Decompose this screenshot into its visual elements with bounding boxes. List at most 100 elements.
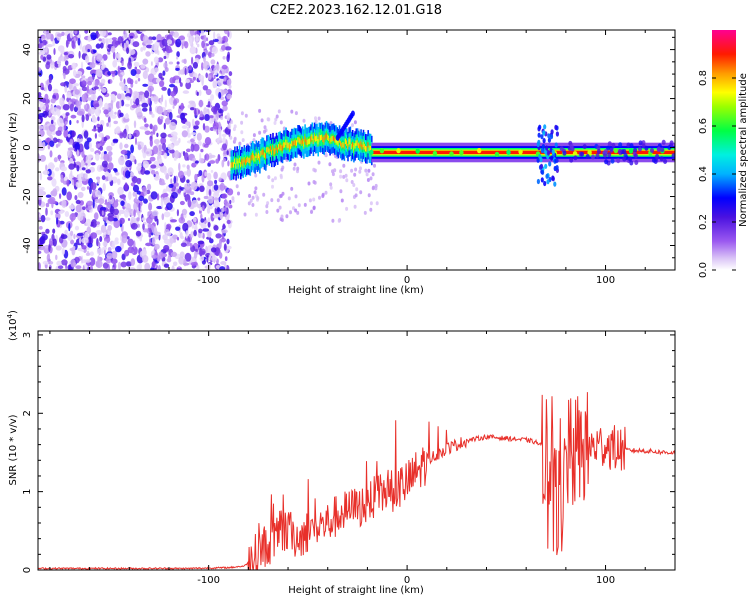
heatmap-cell xyxy=(112,51,116,60)
heatmap-cell xyxy=(369,176,373,181)
heatmap-cell xyxy=(76,137,84,143)
heatmap-cell xyxy=(61,199,67,208)
heatmap-cell xyxy=(48,260,54,265)
heatmap-cell xyxy=(158,158,163,165)
heatmap-cell xyxy=(172,105,175,109)
heatmap-cell xyxy=(350,110,355,117)
heatmap-cell xyxy=(339,174,343,179)
heatmap-cell xyxy=(47,83,53,92)
heatmap-cell xyxy=(160,116,164,120)
heatmap-cell xyxy=(124,249,130,257)
heatmap-cell xyxy=(281,145,284,152)
heatmap-cell xyxy=(173,261,178,267)
heatmap-cell xyxy=(163,170,167,175)
heatmap-cell xyxy=(103,109,109,115)
heatmap-cell xyxy=(144,170,151,175)
heatmap-cell xyxy=(331,172,335,177)
heatmap-cell xyxy=(611,142,616,148)
heatmap-cell xyxy=(197,240,205,245)
heatmap-cell xyxy=(113,263,117,270)
heatmap-cell xyxy=(38,197,42,206)
heatmap-cell xyxy=(41,87,44,91)
heatmap-cell xyxy=(310,136,312,142)
heatmap-cell xyxy=(199,248,206,256)
heatmap-cell xyxy=(140,47,144,52)
heatmap-cell xyxy=(224,256,228,262)
heatmap-cell xyxy=(67,149,72,158)
heatmap-cell xyxy=(146,44,153,49)
heatmap-cell xyxy=(89,61,96,69)
heatmap-cell xyxy=(61,247,65,255)
heatmap-cell xyxy=(228,84,232,89)
heatmap-cell xyxy=(353,120,357,125)
heatmap-cell xyxy=(73,233,76,240)
heatmap-cell xyxy=(86,84,90,92)
x-tick-label: -100 xyxy=(197,275,220,286)
heatmap-cell xyxy=(128,49,136,55)
heatmap-cell xyxy=(622,149,627,154)
heatmap-cell xyxy=(124,182,128,191)
heatmap-cell xyxy=(48,243,51,252)
heatmap-cell xyxy=(145,51,151,57)
snr-line-layer xyxy=(38,392,675,570)
heatmap-cell xyxy=(136,111,143,120)
heatmap-cell xyxy=(119,132,124,139)
heatmap-cell xyxy=(170,178,173,185)
heatmap-cell xyxy=(339,169,343,174)
heatmap-cell xyxy=(99,145,103,151)
heatmap-cell xyxy=(187,133,191,138)
heatmap-cell xyxy=(311,134,314,140)
heatmap-cell xyxy=(180,112,186,121)
heatmap-cell xyxy=(198,109,200,115)
heatmap-cell xyxy=(63,72,66,80)
heatmap-cell xyxy=(344,173,348,178)
heatmap-cell xyxy=(156,255,161,262)
heatmap-cell xyxy=(150,267,155,270)
heatmap-cell xyxy=(61,259,68,266)
heatmap-cell xyxy=(176,209,179,217)
heatmap-cell xyxy=(369,145,372,152)
heatmap-cell xyxy=(128,191,132,201)
heatmap-cell xyxy=(117,186,124,196)
heatmap-cell xyxy=(271,149,273,156)
heatmap-cell xyxy=(122,205,125,210)
heatmap-cell xyxy=(86,200,93,206)
heatmap-cell xyxy=(301,138,304,144)
heatmap-cell xyxy=(167,108,172,113)
heatmap-cell xyxy=(569,143,574,149)
heatmap-cell xyxy=(107,162,114,171)
heatmap-cell xyxy=(477,148,482,154)
heatmap-cell xyxy=(294,111,298,116)
heatmap-cell xyxy=(45,30,52,40)
heatmap-cell xyxy=(82,206,86,210)
heatmap-cell xyxy=(66,191,72,201)
heatmap-cell xyxy=(182,67,185,75)
heatmap-cell xyxy=(81,114,85,123)
heatmap-cell xyxy=(367,193,371,198)
heatmap-cell xyxy=(90,148,95,152)
heatmap-cell xyxy=(190,107,195,111)
heatmap-cell xyxy=(90,182,97,191)
heatmap-cell xyxy=(114,111,117,115)
heatmap-cell xyxy=(101,210,104,216)
heatmap-cell xyxy=(307,138,310,145)
heatmap-cell xyxy=(169,84,175,88)
heatmap-cell xyxy=(38,113,46,118)
heatmap-cell xyxy=(139,94,143,102)
heatmap-cell xyxy=(237,161,240,167)
heatmap-cell xyxy=(354,167,358,172)
heatmap-cell xyxy=(113,208,119,216)
heatmap-cell xyxy=(204,171,208,177)
heatmap-cell xyxy=(359,143,361,150)
heatmap-cell xyxy=(133,209,136,218)
heatmap-cell xyxy=(210,169,214,173)
heatmap-cell xyxy=(98,33,101,37)
heatmap-cell xyxy=(186,168,191,177)
heatmap-cell xyxy=(90,264,93,270)
heatmap-cell xyxy=(540,134,544,140)
heatmap-cell xyxy=(107,79,111,84)
heatmap-cell xyxy=(182,164,186,168)
heatmap-cell xyxy=(312,205,316,210)
heatmap-cell xyxy=(142,255,149,263)
heatmap-cell xyxy=(96,248,104,255)
